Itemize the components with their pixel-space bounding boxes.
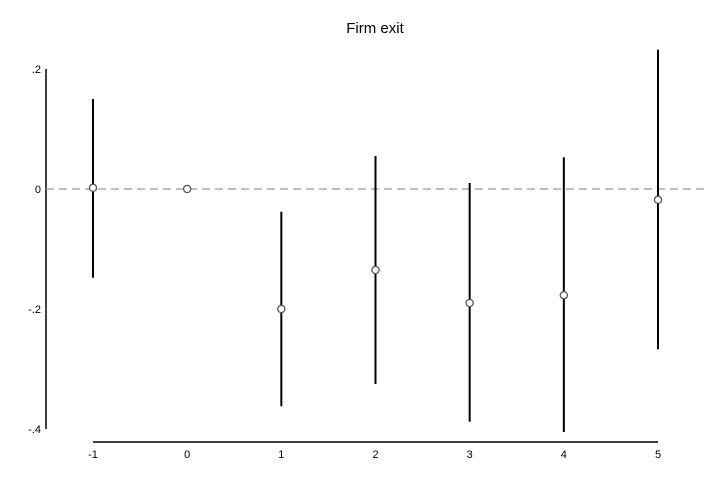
x-tick-label: -1 — [88, 449, 98, 461]
point-estimate-marker — [559, 290, 569, 300]
point-estimate-marker — [653, 195, 663, 205]
y-tick-label: -.2 — [28, 304, 41, 316]
x-tick-label: 2 — [372, 449, 378, 461]
y-tick-label: 0 — [35, 184, 41, 196]
point-estimate-marker — [277, 304, 286, 314]
axes: .2 0 -.2 -.4 -1 0 1 2 3 4 5 — [28, 64, 661, 461]
series-group — [88, 49, 663, 432]
y-tick-label: -.4 — [28, 424, 41, 436]
point-estimate-marker — [465, 298, 474, 308]
x-tick-label: 5 — [655, 449, 661, 461]
point-estimate-marker — [371, 265, 380, 275]
y-tick-label: .2 — [32, 64, 41, 76]
chart-title: Firm exit — [346, 20, 404, 37]
point-estimate-marker — [182, 184, 192, 194]
x-tick-label: 1 — [278, 449, 284, 461]
point-estimate-marker — [88, 183, 98, 193]
x-tick-label: 0 — [184, 449, 190, 461]
x-tick-label: 3 — [467, 449, 473, 461]
x-tick-label: 4 — [561, 449, 567, 461]
